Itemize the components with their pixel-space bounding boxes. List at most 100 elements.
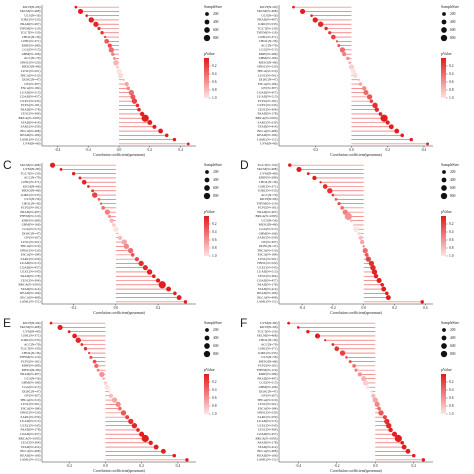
color-tick-label: 0.6 — [212, 80, 217, 84]
category-label: CHOL(N=36) — [22, 35, 41, 39]
point — [49, 321, 53, 325]
category-label: SARC(N=259) — [21, 125, 41, 129]
point — [127, 247, 134, 254]
category-label: PCPG(N=181) — [258, 364, 278, 368]
point — [152, 124, 157, 129]
category-label: HNSC(N=520) — [20, 411, 40, 415]
category-label: LGG(N=515) — [22, 48, 40, 52]
point — [388, 124, 394, 130]
category-label: ESCA(N=184) — [258, 253, 278, 257]
size-legend-label: 400 — [450, 336, 456, 340]
point — [148, 440, 153, 445]
category-label: COAD(N=457) — [257, 90, 278, 94]
point — [335, 40, 339, 43]
category-label: THYM(N=119) — [257, 31, 278, 35]
category-label: LUAD(N=515) — [257, 270, 278, 274]
point — [131, 98, 138, 104]
category-label: BLCA(N=408) — [20, 449, 40, 453]
category-label: LIHC(N=371) — [258, 35, 277, 39]
point — [101, 206, 106, 210]
size-legend-key — [440, 192, 448, 200]
category-label: MESO(N=86) — [259, 223, 278, 227]
size-legend-label: 800 — [450, 194, 456, 198]
point — [186, 142, 190, 146]
category-label: DLBC(N=47) — [259, 244, 278, 248]
category-label: CESC(N=304) — [21, 441, 41, 445]
point — [366, 94, 373, 100]
category-label: UCS(N=56) — [24, 376, 40, 380]
category-label: SKCM(N=468) — [20, 325, 41, 329]
category-label: ESCA(N=184) — [258, 406, 278, 410]
category-label: BRCA(N=1093) — [18, 436, 40, 440]
size-legend-label: 800 — [450, 352, 456, 356]
x-axis-label: Correlation coefficient(spearman) — [330, 311, 382, 315]
point — [400, 440, 405, 445]
category-label: SKCM(N=468) — [20, 9, 41, 13]
size-legend-label: 600 — [450, 28, 456, 32]
category-label: KIRC(N=533) — [21, 338, 40, 342]
color-tick-label: 0.4 — [212, 72, 217, 76]
x-tick-label: -0.4 — [299, 306, 305, 310]
category-label: KIRC(N=533) — [258, 22, 277, 26]
point — [361, 376, 367, 382]
point — [128, 89, 134, 96]
category-label: ESCA(N=184) — [21, 253, 41, 257]
x-axis-label: Correlation coefficient(spearman) — [93, 469, 145, 473]
point — [353, 223, 356, 227]
color-tick-label: 1.0 — [212, 96, 217, 100]
category-label: HNSC(N=520) — [257, 65, 277, 69]
size-legend-key — [205, 12, 209, 16]
point — [81, 179, 87, 185]
category-label: LAML(N=151) — [20, 137, 41, 141]
point — [116, 65, 119, 69]
x-tick-label: 0.4 — [178, 148, 183, 152]
category-label: PRAD(N=497) — [257, 18, 277, 22]
color-tick-label: 0.8 — [212, 404, 217, 408]
x-tick-label: -0.2 — [71, 306, 77, 310]
color-tick-label: 0.2 — [449, 380, 454, 384]
category-label: SARC(N=259) — [258, 120, 278, 124]
color-tick-label: 1.0 — [212, 412, 217, 416]
size-legend-title: SampleSize — [204, 163, 222, 167]
point — [342, 51, 347, 57]
point — [364, 253, 369, 257]
size-legend-label: 400 — [450, 178, 456, 182]
category-label: PRAD(N=497) — [257, 376, 277, 380]
category-label: TGCT(N=150) — [258, 26, 278, 30]
size-legend-label: 200 — [450, 328, 456, 332]
point — [100, 31, 104, 35]
point — [124, 81, 129, 87]
category-label: UVM(N=80) — [23, 142, 40, 146]
point — [339, 47, 346, 53]
category-label: BLCA(N=408) — [257, 129, 277, 133]
size-legend-label: 800 — [450, 36, 456, 40]
point — [142, 265, 148, 271]
category-label: KICH(N=66) — [260, 5, 278, 9]
category-label: KICH(N=66) — [23, 321, 41, 325]
point — [340, 206, 344, 210]
point — [306, 172, 310, 176]
category-label: OV(N=307) — [24, 394, 40, 398]
x-tick-label: 0.0 — [373, 464, 378, 468]
category-label: KIRC(N=533) — [21, 193, 40, 197]
point — [378, 410, 384, 416]
x-axis-label: Correlation coefficient(spearman) — [93, 311, 145, 315]
category-label: MESO(N=86) — [22, 65, 41, 69]
size-legend-label: 200 — [213, 170, 219, 174]
category-label: ACC(N=79) — [261, 342, 278, 346]
point — [113, 226, 119, 232]
point — [345, 356, 348, 359]
size-legend-title: SampleSize — [441, 163, 459, 167]
size-legend-key — [204, 19, 210, 25]
category-label: ACC(N=79) — [261, 193, 278, 197]
category-label: LUAD(N=515) — [20, 90, 41, 94]
category-label: READ(N=166) — [257, 291, 277, 295]
point — [147, 120, 153, 125]
category-label: THYM(N=119) — [20, 26, 41, 30]
point — [111, 397, 118, 403]
color-bar — [204, 374, 209, 414]
size-legend-title: SampleSize — [204, 321, 222, 325]
color-tick-label: 0.2 — [449, 64, 454, 68]
category-label: KIRP(N=289) — [22, 43, 41, 47]
